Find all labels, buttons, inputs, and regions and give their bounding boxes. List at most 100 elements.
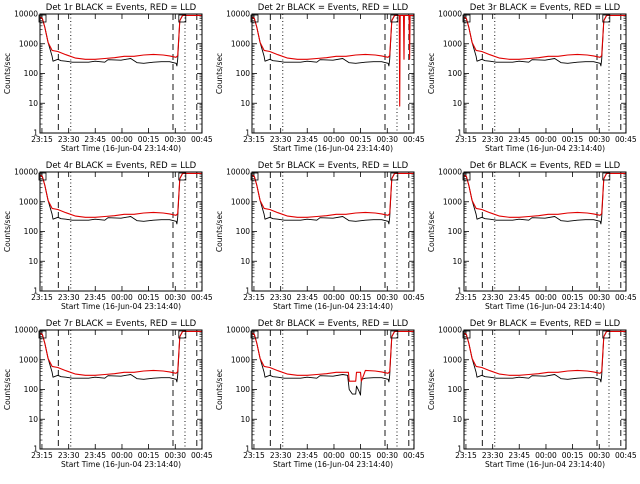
y-axis-label: Counts/sec xyxy=(427,369,436,410)
x-tick-label: 00:30 xyxy=(588,135,610,144)
y-tick-label: 1000 xyxy=(231,355,250,364)
corner-marker-box xyxy=(390,330,399,339)
x-tick-label: 00:30 xyxy=(376,135,398,144)
x-tick-label: 23:15 xyxy=(31,293,53,302)
x-tick-label: 00:30 xyxy=(376,451,398,460)
lld-series-line xyxy=(463,172,626,218)
x-tick-label: 00:15 xyxy=(138,451,160,460)
x-axis-label: Start Time (16-Jun-04 23:14:40) xyxy=(485,302,605,311)
x-tick-label: 23:30 xyxy=(270,135,292,144)
y-tick-label: 1000 xyxy=(443,355,462,364)
x-tick-label: 23:45 xyxy=(508,135,530,144)
x-tick-label: 00:00 xyxy=(323,451,345,460)
x-tick-label: 23:30 xyxy=(58,451,80,460)
x-tick-label: 00:45 xyxy=(615,451,637,460)
x-tick-label: 00:15 xyxy=(562,135,584,144)
y-tick-label: 10000 xyxy=(226,10,250,19)
x-tick-label: 00:45 xyxy=(403,293,425,302)
plot-frame xyxy=(251,171,415,292)
x-tick-label: 00:30 xyxy=(164,135,186,144)
y-tick-label: 10 xyxy=(452,257,462,266)
corner-marker-box xyxy=(38,172,47,181)
x-tick-label: 00:15 xyxy=(562,293,584,302)
detector-panel: Det 8r BLACK = Events, RED = LLD 1 10 100 10… xyxy=(215,319,425,469)
x-tick-label: 00:45 xyxy=(191,451,213,460)
lld-series-line xyxy=(251,330,414,382)
y-tick-label: 10 xyxy=(452,415,462,424)
corner-marker-box xyxy=(38,330,47,339)
x-tick-label: 23:45 xyxy=(296,451,318,460)
events-series-line xyxy=(463,172,626,225)
x-tick-label: 00:15 xyxy=(138,135,160,144)
events-series-line xyxy=(39,14,202,67)
corner-marker-box xyxy=(250,172,259,181)
x-tick-label: 00:45 xyxy=(191,293,213,302)
lld-series-line xyxy=(251,172,414,218)
y-tick-label: 10000 xyxy=(438,168,462,177)
panel-title: Det 4r BLACK = Events, RED = LLD xyxy=(46,161,197,171)
y-tick-label: 100 xyxy=(24,69,39,78)
x-axis-label: Start Time (16-Jun-04 23:14:40) xyxy=(273,460,393,469)
events-series-line xyxy=(251,330,414,396)
x-tick-label: 23:15 xyxy=(243,451,265,460)
x-axis-label: Start Time (16-Jun-04 23:14:40) xyxy=(61,460,181,469)
y-axis-label: Counts/sec xyxy=(215,53,224,94)
y-tick-label: 1000 xyxy=(443,197,462,206)
y-tick-label: 1 xyxy=(245,445,250,454)
corner-marker-box xyxy=(602,172,611,181)
x-tick-label: 00:30 xyxy=(588,293,610,302)
x-tick-label: 23:15 xyxy=(31,135,53,144)
x-tick-label: 00:30 xyxy=(164,293,186,302)
x-tick-label: 23:45 xyxy=(84,451,106,460)
panel-title: Det 6r BLACK = Events, RED = LLD xyxy=(470,161,621,171)
y-tick-label: 1 xyxy=(33,129,38,138)
y-tick-label: 1 xyxy=(245,129,250,138)
corner-marker-box xyxy=(390,172,399,181)
corner-marker-box xyxy=(38,14,47,23)
corner-marker-box xyxy=(462,172,471,181)
y-tick-label: 1 xyxy=(245,287,250,296)
x-tick-label: 23:30 xyxy=(270,293,292,302)
x-tick-label: 23:30 xyxy=(482,451,504,460)
y-tick-label: 10000 xyxy=(226,326,250,335)
x-tick-label: 00:45 xyxy=(615,135,637,144)
y-tick-label: 10000 xyxy=(438,10,462,19)
x-tick-label: 00:30 xyxy=(376,293,398,302)
x-tick-label: 23:30 xyxy=(58,293,80,302)
x-tick-label: 00:00 xyxy=(111,451,133,460)
x-tick-label: 23:45 xyxy=(84,293,106,302)
panel-title: Det 1r BLACK = Events, RED = LLD xyxy=(46,3,197,13)
x-tick-label: 23:45 xyxy=(508,293,530,302)
x-tick-label: 23:15 xyxy=(31,451,53,460)
x-axis-label: Start Time (16-Jun-04 23:14:40) xyxy=(485,144,605,153)
y-axis-label: Counts/sec xyxy=(3,53,12,94)
x-tick-label: 23:15 xyxy=(455,293,477,302)
y-tick-label: 100 xyxy=(448,69,463,78)
y-tick-label: 10 xyxy=(240,257,250,266)
y-tick-label: 10 xyxy=(28,415,38,424)
y-tick-label: 10000 xyxy=(226,168,250,177)
y-tick-label: 1000 xyxy=(19,197,38,206)
x-tick-label: 23:30 xyxy=(58,135,80,144)
y-tick-label: 10000 xyxy=(438,326,462,335)
x-tick-label: 00:00 xyxy=(535,293,557,302)
x-tick-label: 00:00 xyxy=(323,135,345,144)
y-tick-label: 100 xyxy=(448,227,463,236)
x-tick-label: 23:15 xyxy=(243,293,265,302)
x-tick-label: 00:15 xyxy=(350,135,372,144)
y-axis-label: Counts/sec xyxy=(3,211,12,252)
y-tick-label: 10 xyxy=(28,257,38,266)
lld-series-line xyxy=(39,330,202,376)
plot-frame xyxy=(463,13,627,134)
detector-panel: Det 9r BLACK = Events, RED = LLD 1 10 100 10… xyxy=(427,319,637,469)
x-tick-label: 23:45 xyxy=(84,135,106,144)
x-tick-label: 00:00 xyxy=(535,451,557,460)
x-axis-label: Start Time (16-Jun-04 23:14:40) xyxy=(61,302,181,311)
detector-panel: Det 6r BLACK = Events, RED = LLD 1 10 100 10… xyxy=(427,161,637,311)
lld-series-line xyxy=(39,14,202,60)
events-series-line xyxy=(463,14,626,67)
y-axis-label: Counts/sec xyxy=(215,211,224,252)
x-axis-label: Start Time (16-Jun-04 23:14:40) xyxy=(273,302,393,311)
x-tick-label: 23:45 xyxy=(508,451,530,460)
detector-panel: Det 2r BLACK = Events, RED = LLD 1 10 100 10… xyxy=(215,3,425,153)
